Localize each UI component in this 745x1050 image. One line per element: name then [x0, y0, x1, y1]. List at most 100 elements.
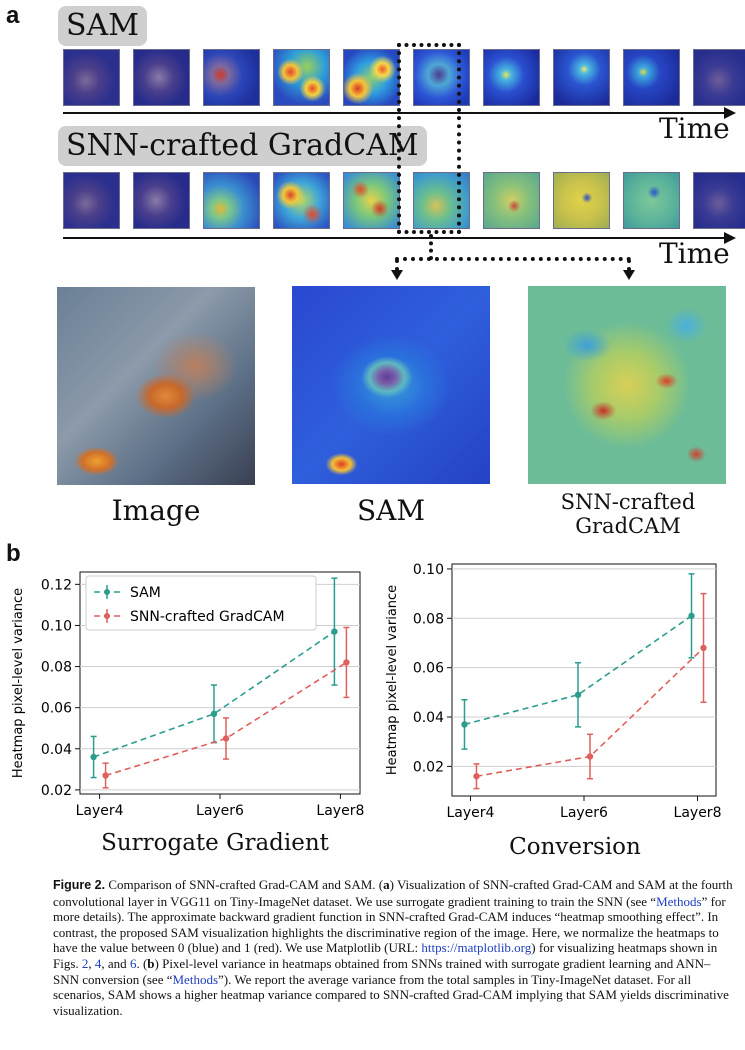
- y-tick-label: 0.06: [41, 701, 72, 717]
- data-point: [222, 735, 230, 742]
- sam-frame-4: [273, 49, 330, 106]
- data-point: [102, 772, 109, 779]
- time-label-1: Time: [659, 112, 730, 145]
- caption-text: ) Pixel-level variance in heatmaps obtai…: [53, 955, 711, 987]
- y-tick-label: 0.02: [413, 759, 444, 775]
- data-point: [343, 659, 350, 666]
- snn-frame-10: [693, 172, 745, 229]
- legend-box: [85, 575, 317, 631]
- data-point: [90, 753, 97, 761]
- connector-horizontal: [395, 257, 631, 261]
- sam-frame-1: [63, 49, 120, 106]
- caption-snn-gradcam: SNN-crafted GradCAM: [560, 490, 696, 538]
- sam-row-label: SAM: [58, 6, 147, 46]
- conversion-title: Conversion: [509, 834, 641, 860]
- caption-bold-b: b: [147, 955, 155, 971]
- snn-gradcam-heatmap-large: [528, 286, 726, 484]
- time-arrow-1: [724, 107, 736, 119]
- time-arrow-2: [724, 232, 736, 244]
- y-tick-label: 0.08: [41, 660, 72, 676]
- caption-sam: SAM: [356, 494, 426, 527]
- surrogate-gradient-chart: 0.02 0.04 0.06 0.08 0.10 0.12 Layer4 Layer6 Laye…: [11, 571, 364, 819]
- panel-a-letter: a: [6, 2, 20, 29]
- x-tick-label: Layer8: [674, 805, 722, 821]
- data-point: [210, 710, 218, 718]
- plot-frame: [451, 563, 717, 797]
- caption-bold-a: a: [383, 877, 390, 892]
- fig6-link[interactable]: 6: [129, 955, 137, 971]
- goldfish-image: [57, 287, 255, 485]
- caption-text: , and: [101, 955, 130, 971]
- y-tick-label: 0.06: [413, 661, 444, 677]
- highlight-box: [397, 43, 461, 234]
- connector-left-drop: [395, 259, 399, 271]
- y-tick-label: 0.10: [41, 618, 72, 634]
- sam-heatmap-large: [292, 286, 490, 484]
- x-tick-label: Layer4: [447, 805, 495, 821]
- snn-frame-3: [203, 172, 260, 229]
- data-point: [688, 612, 695, 620]
- snn-frame-7: [483, 172, 540, 229]
- caption-text: ”). We report the average variance from …: [53, 971, 729, 1018]
- time-label-2: Time: [659, 237, 730, 270]
- methods-link[interactable]: Methods: [656, 893, 702, 909]
- snn-row-label: SNN-crafted GradCAM: [58, 126, 427, 166]
- sam-frame-8: [553, 49, 610, 106]
- y-tick-label: 0.02: [41, 783, 72, 799]
- connector-right-drop: [627, 259, 631, 271]
- snn-frame-5: [343, 172, 400, 229]
- x-tick-label: Layer6: [196, 803, 244, 819]
- time-axis-1: [63, 112, 725, 114]
- data-point: [700, 644, 707, 652]
- x-tick-label: Layer4: [76, 803, 124, 819]
- legend-marker: [104, 589, 110, 595]
- panel-b-letter: b: [6, 540, 21, 567]
- y-tick-label: 0.12: [41, 577, 72, 593]
- y-tick-label: 0.04: [41, 742, 72, 758]
- data-point: [461, 721, 468, 728]
- y-axis-label: Heatmap pixel-level variance: [385, 585, 400, 775]
- x-tick-label: Layer6: [560, 805, 608, 821]
- caption-text: ” for more details). The approximate bac…: [53, 893, 726, 956]
- data-point: [473, 773, 480, 780]
- snn-frame-4: [273, 172, 330, 229]
- snn-frame-8: [553, 172, 610, 229]
- down-arrow-right-icon: [623, 270, 635, 280]
- caption-text: ) for visualizing heatmaps shown in Figs…: [53, 940, 718, 971]
- x-tick-label: Layer8: [316, 803, 364, 819]
- sam-frame-5: [343, 49, 400, 106]
- legend-label: SNN-crafted GradCAM: [130, 609, 285, 625]
- legend-label: SAM: [130, 585, 161, 601]
- caption-image: Image: [111, 494, 201, 527]
- y-axis-label: Heatmap pixel-level variance: [11, 588, 26, 778]
- fig2-link[interactable]: 2: [81, 955, 89, 971]
- sam-frame-3: [203, 49, 260, 106]
- series-line: [93, 630, 335, 758]
- snn-frame-1: [63, 172, 120, 229]
- snn-thumbnail-strip: [63, 172, 745, 229]
- figure-caption: Figure 2. Comparison of SNN-crafted Grad…: [53, 877, 733, 1018]
- legend-marker: [104, 613, 110, 619]
- down-arrow-left-icon: [391, 270, 403, 280]
- sam-frame-10: [693, 49, 745, 106]
- snn-frame-2: [133, 172, 190, 229]
- conversion-chart: 0.02 0.04 0.06 0.08 0.10 Layer4 Layer6 Layer8 He…: [385, 562, 722, 821]
- caption-text: ) Visualization of SNN-crafted Grad-CAM …: [53, 877, 733, 909]
- data-point: [574, 691, 582, 699]
- connector-vertical: [429, 234, 433, 260]
- time-axis-2: [63, 237, 725, 239]
- data-point: [331, 628, 338, 635]
- sam-frame-7: [483, 49, 540, 106]
- surrogate-gradient-title: Surrogate Gradient: [101, 830, 329, 856]
- snn-frame-9: [623, 172, 680, 229]
- sam-frame-2: [133, 49, 190, 106]
- caption-text: Comparison of SNN-crafted Grad-CAM and S…: [108, 877, 384, 892]
- y-tick-label: 0.08: [413, 611, 444, 627]
- caption-text: . (: [136, 955, 148, 971]
- methods-link[interactable]: Methods: [172, 971, 219, 987]
- data-point: [586, 753, 594, 760]
- matplotlib-link[interactable]: https://matplotlib.org: [421, 940, 532, 956]
- y-tick-label: 0.04: [413, 710, 444, 726]
- fig4-link[interactable]: 4: [94, 955, 102, 971]
- y-tick-label: 0.10: [413, 562, 444, 578]
